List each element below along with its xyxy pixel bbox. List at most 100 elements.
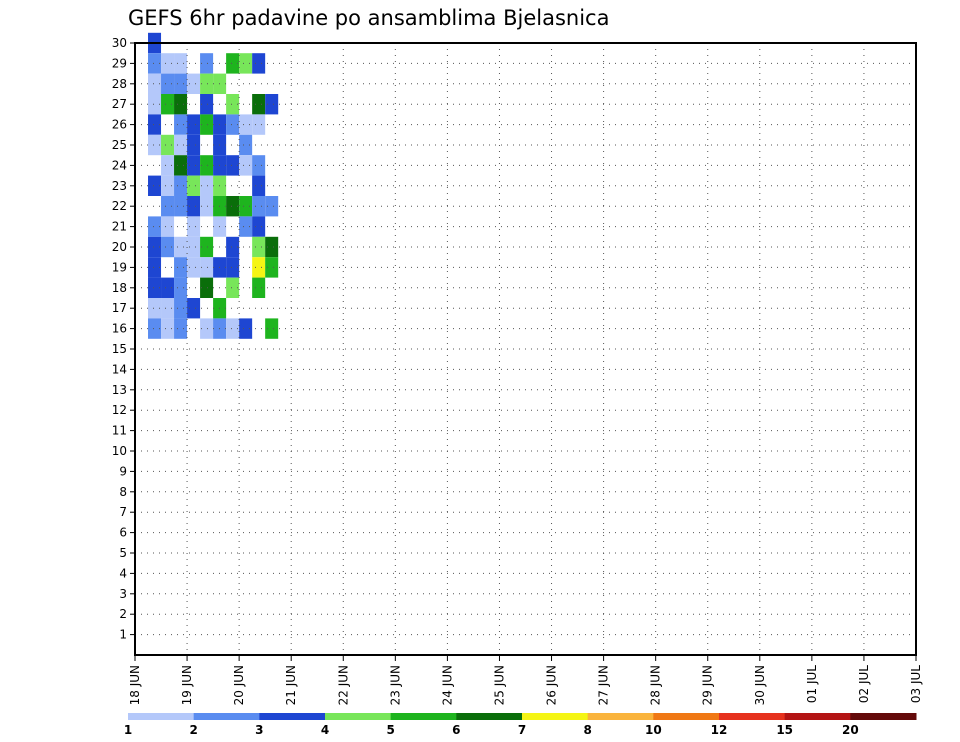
x-tick-label: 28 JUN [649, 665, 663, 705]
x-tick-label: 22 JUN [336, 665, 350, 705]
heatmap-cell [200, 73, 214, 94]
x-tick-label: 27 JUN [597, 665, 611, 705]
gridlines [135, 42, 916, 655]
heatmap-cell [148, 134, 162, 156]
heatmap-cell [187, 257, 201, 278]
legend-label: 5 [386, 723, 394, 737]
heatmap-cell [174, 73, 188, 94]
heatmap-cell [161, 53, 175, 74]
heatmap-cell [161, 175, 175, 196]
legend-swatch [522, 713, 589, 720]
heatmap-cell [161, 277, 175, 298]
heatmap-cell [239, 134, 253, 156]
y-tick-label: 13 [112, 383, 127, 397]
heatmap-cell [174, 277, 188, 298]
y-tick-label: 22 [112, 199, 127, 213]
y-tick-label: 20 [112, 240, 127, 254]
y-tick-label: 5 [119, 546, 127, 560]
heatmap-cell [187, 298, 201, 319]
y-tick-label: 1 [119, 628, 127, 642]
y-tick-label: 14 [112, 362, 127, 376]
heatmap-cell [265, 236, 279, 258]
heatmap-cell [200, 318, 214, 339]
y-tick-label: 21 [112, 220, 127, 234]
x-tick-label: 18 JUN [128, 665, 142, 705]
heatmap-cell [265, 196, 279, 217]
heatmap-cell [265, 94, 279, 115]
y-tick-label: 6 [119, 526, 127, 540]
heatmap-cell [200, 114, 214, 135]
heatmap-cell [200, 155, 214, 176]
heatmap-cell [148, 298, 162, 319]
legend-label: 7 [518, 723, 526, 737]
heatmap-cell [239, 196, 253, 217]
heatmap-cell [187, 175, 201, 196]
heatmap-cell [187, 216, 201, 237]
legend-label: 10 [645, 723, 662, 737]
x-tick-label: 21 JUN [284, 665, 298, 705]
heatmap-cell [174, 53, 188, 74]
heatmap-cell [148, 277, 162, 298]
heatmap-cell [174, 298, 188, 319]
heatmap-cell [252, 114, 266, 135]
heatmap-cell [161, 196, 175, 217]
y-tick-label: 29 [112, 56, 127, 70]
heatmap-cell [265, 257, 279, 278]
y-tick-label: 15 [112, 342, 127, 356]
heatmap-cell [239, 114, 253, 135]
heatmap-cell [252, 236, 266, 258]
heatmap-cell [187, 236, 201, 258]
heatmap-cell [239, 216, 253, 237]
heatmap-cell [148, 318, 162, 339]
heatmap-cell [148, 53, 162, 74]
y-tick-label: 11 [112, 424, 127, 438]
heatmap-cell [226, 196, 240, 217]
heatmap-cell [252, 155, 266, 176]
heatmap-cell [252, 94, 266, 115]
heatmap-cell [174, 134, 188, 156]
heatmap-cell [226, 94, 240, 115]
legend-swatch [587, 713, 654, 720]
legend-label: 8 [583, 723, 591, 737]
heatmap-cell [148, 216, 162, 237]
legend-label: 6 [452, 723, 460, 737]
y-tick-label: 24 [112, 158, 127, 172]
heatmap-cell [252, 196, 266, 217]
heatmap-cell [174, 318, 188, 339]
heatmap-cell [200, 236, 214, 258]
legend-swatch [719, 713, 786, 720]
y-tick-label: 4 [119, 566, 127, 580]
heatmap-cell [148, 73, 162, 94]
heatmap-cell [174, 236, 188, 258]
x-tick-label: 24 JUN [440, 665, 454, 705]
heatmap-cell [174, 196, 188, 217]
heatmap-cell [187, 155, 201, 176]
legend-label: 12 [711, 723, 728, 737]
heatmap-cell [226, 155, 240, 176]
legend-label: 4 [321, 723, 329, 737]
y-tick-label: 28 [112, 77, 127, 91]
heatmap-cell [174, 155, 188, 176]
heatmap-cell [226, 257, 240, 278]
heatmap-cell [200, 277, 214, 298]
heatmap-cell [174, 257, 188, 278]
chart-title: GEFS 6hr padavine po ansamblima Bjelasni… [128, 6, 609, 30]
y-tick-label: 10 [112, 444, 127, 458]
heatmap-cell [187, 114, 201, 135]
heatmap-cell [161, 236, 175, 258]
y-axis: 1234567891011121314151617181920212223242… [112, 36, 135, 642]
y-tick-label: 26 [112, 118, 127, 132]
heatmap-cell [187, 196, 201, 217]
heatmap-cell [252, 175, 266, 196]
x-tick-label: 02 JUL [857, 665, 871, 703]
y-tick-label: 9 [119, 464, 127, 478]
y-tick-label: 16 [112, 322, 127, 336]
y-tick-label: 25 [112, 138, 127, 152]
legend-swatch [653, 713, 720, 720]
x-tick-label: 25 JUN [492, 665, 506, 705]
heatmap-cell [265, 318, 279, 339]
x-tick-label: 03 JUL [909, 665, 923, 703]
x-tick-label: 20 JUN [232, 665, 246, 705]
legend-swatch [325, 713, 392, 720]
